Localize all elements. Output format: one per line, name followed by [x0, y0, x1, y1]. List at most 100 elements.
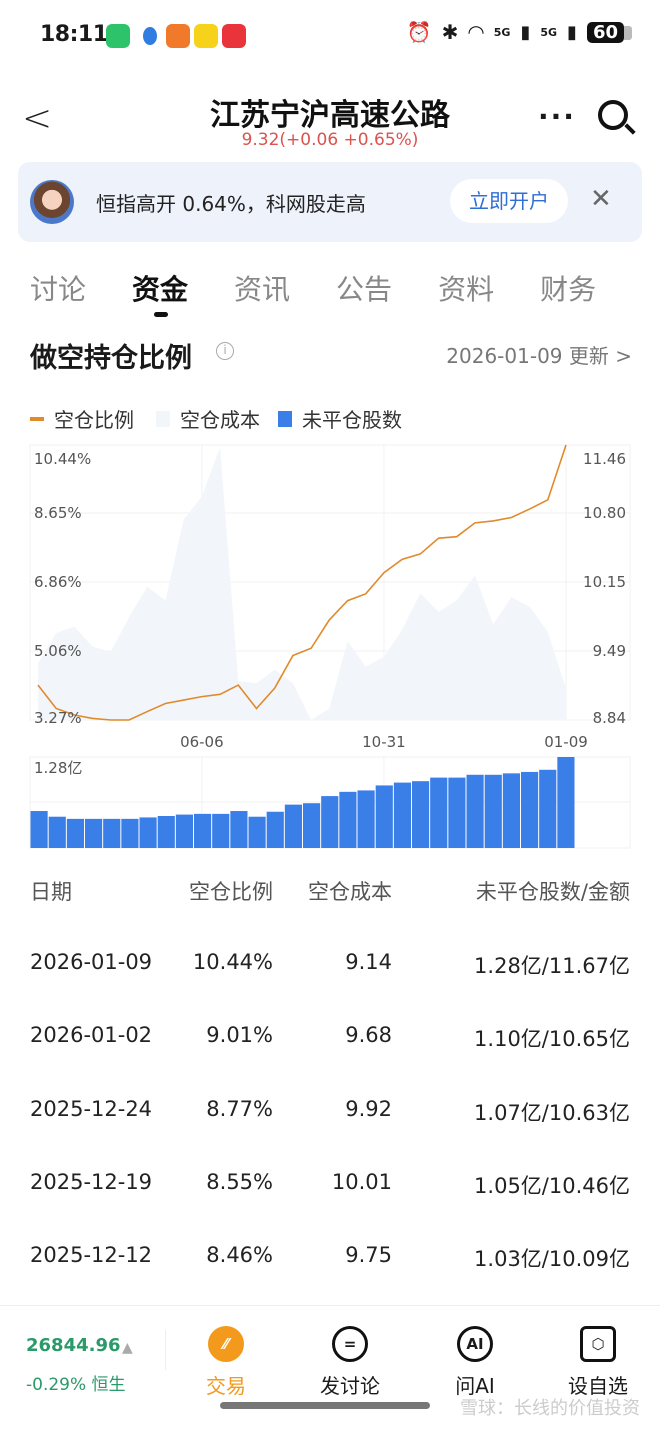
shares-bar	[557, 757, 575, 848]
x-axis-tick: 01-09	[544, 733, 588, 751]
tab-funds[interactable]: 资金	[132, 273, 189, 306]
section-title: 做空持仓比例	[30, 343, 192, 374]
shares-bar	[502, 773, 520, 848]
divider	[165, 1330, 166, 1370]
watchlist-icon: ⬡	[580, 1326, 616, 1362]
trade-icon: ⁄⁄	[208, 1326, 244, 1362]
x-axis-tick: 06-06	[180, 733, 224, 751]
update-link[interactable]: 2026-01-09 更新 >	[446, 340, 632, 369]
promo-banner[interactable]: 恒指高开 0.64%，科网股走高 立即开户 ✕	[18, 162, 642, 242]
ratio-line	[37, 444, 567, 721]
shares-bar	[212, 813, 230, 848]
shares-bar	[339, 791, 357, 848]
shares-bar	[539, 769, 557, 848]
table-header-ratio: 空仓比例	[189, 880, 273, 904]
bluetooth-icon: ✱	[441, 20, 459, 44]
shares-bar	[194, 813, 212, 848]
shares-bar	[139, 817, 157, 848]
system-icons: ⏰ ✱ ◠ 5G ▮ 5G ▮ 60	[406, 20, 633, 44]
nav-trade[interactable]: ⁄⁄ 交易	[176, 1326, 276, 1399]
short-interest-chart: 10.44% 8.65% 6.86% 5.06% 3.27% 11.46 10.80 10.1…	[29, 444, 631, 849]
footer-divider	[0, 1305, 660, 1306]
cost-area	[38, 447, 566, 720]
back-button[interactable]: <	[22, 98, 53, 139]
cell-shares: 1.28亿/11.67亿	[474, 954, 630, 978]
hsi-value[interactable]: 26844.96	[26, 1335, 121, 1356]
cell-cost: 9.92	[345, 1096, 392, 1121]
battery-icon: 60	[586, 21, 633, 43]
open-account-button[interactable]: 立即开户	[450, 179, 568, 223]
shares-bar	[466, 774, 484, 848]
app-icon	[222, 24, 246, 48]
right-axis-tick: 8.84	[593, 709, 626, 727]
tab-finance[interactable]: 财务	[540, 273, 597, 306]
banner-text: 恒指高开 0.64%，科网股走高	[96, 192, 366, 216]
cell-cost: 10.01	[331, 1169, 392, 1194]
shares-bar	[412, 781, 430, 848]
shares-bar	[284, 804, 302, 848]
left-axis-tick: 10.44%	[34, 450, 91, 468]
left-axis-tick: 6.86%	[34, 573, 82, 591]
cell-date: 2026-01-02	[30, 1023, 153, 1048]
meituan-icon	[194, 24, 218, 48]
shares-bar	[175, 814, 193, 848]
shares-bar	[484, 774, 502, 848]
cell-shares: 1.03亿/10.09亿	[474, 1247, 630, 1272]
shares-bar	[103, 818, 121, 848]
nav-ask-ai[interactable]: AI 问AI	[425, 1326, 525, 1399]
left-axis-tick: 8.65%	[34, 504, 82, 522]
page-title: 江苏宁沪高速公路	[210, 98, 450, 133]
search-icon[interactable]	[598, 100, 628, 130]
watermark: 雪球：长线的价值投资	[460, 1398, 640, 1419]
app-icon	[143, 27, 157, 45]
legend-swatch-cost	[156, 410, 170, 427]
more-icon[interactable]: ···	[538, 100, 576, 133]
update-date: 2026-01-09 更新	[446, 344, 609, 368]
cell-date: 2025-12-19	[30, 1169, 153, 1194]
info-icon[interactable]: i	[216, 342, 234, 360]
cell-ratio: 9.01%	[206, 1023, 273, 1048]
tab-announcements[interactable]: 公告	[336, 273, 393, 306]
cell-shares: 1.07亿/10.63亿	[474, 1100, 630, 1125]
nav-label: 发讨论	[320, 1374, 380, 1398]
alarm-icon: ⏰	[406, 20, 432, 44]
left-axis-tick: 5.06%	[34, 642, 82, 660]
shares-bar	[393, 782, 411, 848]
home-indicator[interactable]	[220, 1402, 430, 1409]
shares-bar	[321, 796, 339, 848]
right-axis-tick: 10.80	[583, 504, 626, 522]
cell-ratio: 8.55%	[206, 1169, 273, 1194]
shares-bar	[448, 777, 466, 848]
right-axis-tick: 9.49	[593, 642, 626, 660]
table-header-date: 日期	[30, 880, 72, 904]
wifi-icon: ◠	[468, 20, 484, 44]
nav-label: 设自选	[568, 1374, 628, 1398]
chart-legend: 空仓比例 空仓成本 未平仓股数	[30, 404, 402, 433]
signal-icon: 5G	[493, 25, 511, 39]
shares-bar	[48, 816, 66, 848]
table-header-cost: 空仓成本	[308, 880, 392, 904]
shares-bar	[375, 785, 393, 848]
shares-bar	[30, 811, 48, 848]
hsi-change[interactable]: -0.29% 恒生	[26, 1375, 126, 1395]
cell-date: 2025-12-12	[30, 1243, 153, 1268]
left-axis-tick: 3.27%	[34, 709, 82, 727]
tab-news[interactable]: 资讯	[234, 273, 291, 306]
tab-discussion[interactable]: 讨论	[30, 273, 87, 306]
nav-watchlist[interactable]: ⬡ 设自选	[548, 1326, 648, 1399]
chevron-right-icon: >	[615, 344, 632, 368]
close-icon[interactable]: ✕	[590, 184, 612, 214]
cell-ratio: 8.46%	[206, 1243, 273, 1268]
nav-post[interactable]: = 发讨论	[300, 1326, 400, 1399]
shares-bar	[266, 811, 284, 848]
signal-icon: 5G	[540, 25, 558, 39]
x-axis-tick: 10-31	[362, 733, 406, 751]
tab-profile[interactable]: 资料	[438, 273, 495, 306]
tab-bar: 讨论 资金 资讯 公告 资料 财务	[30, 268, 596, 308]
shares-bar	[66, 818, 84, 848]
shares-bar	[430, 777, 448, 848]
shares-bar	[357, 790, 375, 848]
shares-bar	[121, 818, 139, 848]
right-axis-tick: 11.46	[583, 450, 626, 468]
shares-bar	[230, 811, 248, 848]
